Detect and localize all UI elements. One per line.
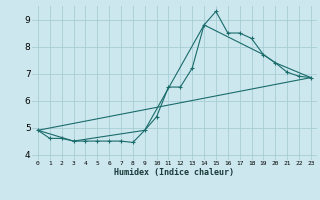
X-axis label: Humidex (Indice chaleur): Humidex (Indice chaleur) xyxy=(115,168,234,177)
